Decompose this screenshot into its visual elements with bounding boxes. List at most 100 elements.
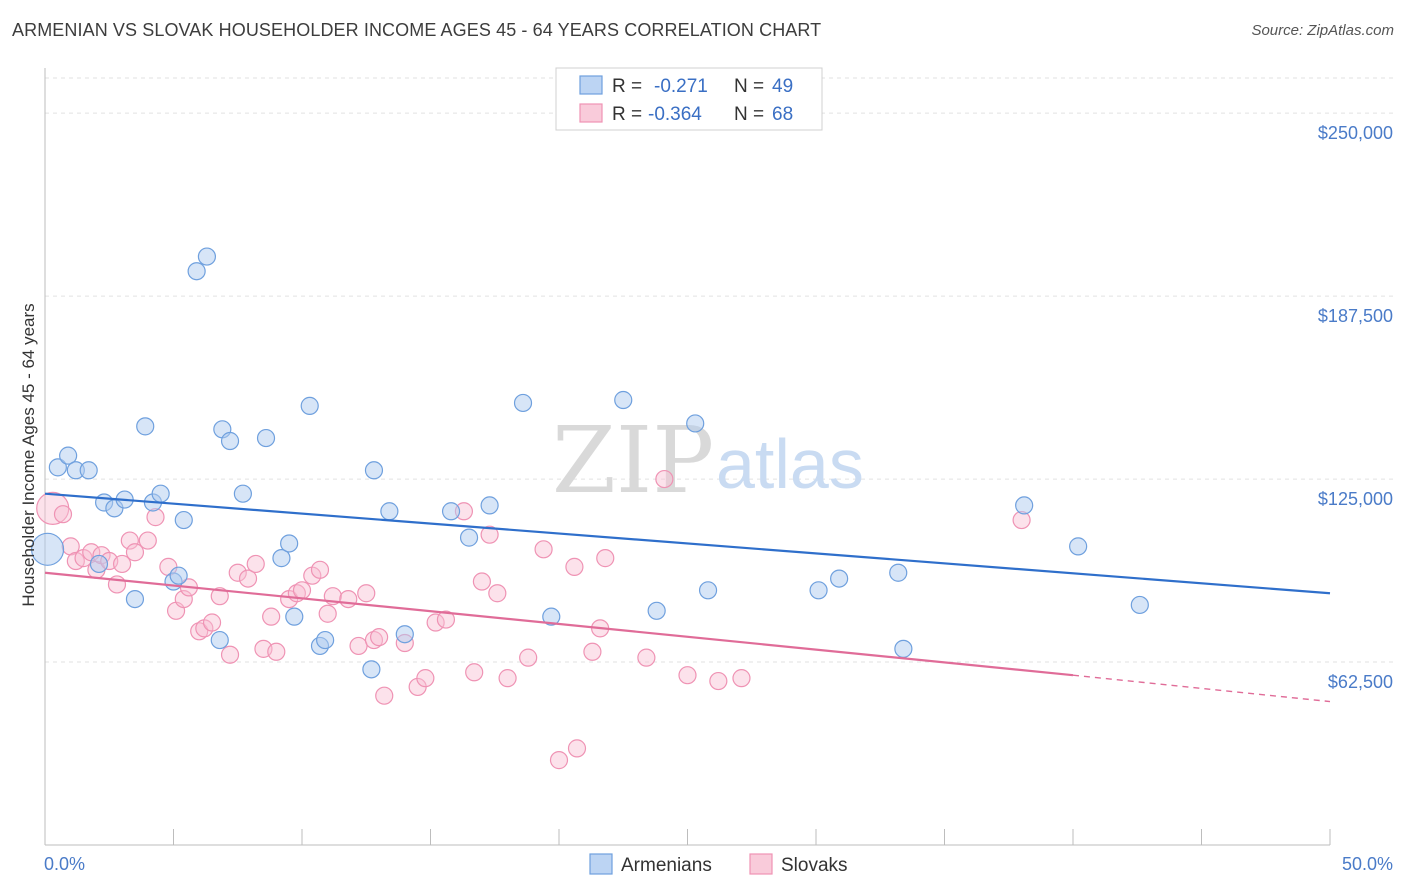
- slovaks-points: [36, 469, 1031, 770]
- armenian-point: [272, 549, 291, 568]
- slovak-point: [174, 589, 193, 609]
- armenian-point: [1130, 595, 1149, 615]
- trend-lines: [44, 492, 1331, 703]
- legend-swatch-slovaks: [579, 103, 603, 123]
- armenian-point: [89, 554, 109, 574]
- series-legend: Armenians Slovaks: [589, 853, 848, 876]
- correlation-legend: R = -0.271 N = 49 R = -0.364 N = 68: [555, 67, 823, 131]
- legend-r-label-2: R =: [612, 104, 642, 125]
- slovak-point: [709, 671, 728, 691]
- armenian-point: [220, 431, 240, 451]
- legend-n-label-1: N =: [734, 76, 764, 97]
- armenian-point: [59, 446, 78, 465]
- slovak-point: [519, 648, 538, 667]
- slovak-point: [375, 686, 394, 705]
- armenian-point: [614, 390, 633, 410]
- slovak-point: [125, 543, 145, 562]
- source-label: Source: ZipAtlas.com: [1251, 22, 1394, 39]
- slovak-point: [220, 645, 240, 664]
- slovak-point: [267, 642, 286, 661]
- slovak-point: [567, 739, 587, 758]
- slovak-point: [364, 630, 384, 650]
- slovak-point: [565, 557, 584, 576]
- armenian-point: [380, 502, 399, 521]
- armenian-point: [256, 428, 276, 448]
- slovak-point: [262, 607, 281, 626]
- armenians-trend-line: [44, 492, 1331, 595]
- legend-r-label-1: R =: [612, 76, 642, 97]
- armenian-point: [513, 393, 533, 413]
- slovak-point: [246, 554, 265, 574]
- slovak-point: [465, 663, 484, 682]
- legend-n-label-2: N =: [734, 104, 764, 125]
- y-tick-label: $250,000: [1318, 123, 1393, 143]
- armenian-point: [210, 630, 229, 650]
- slovak-point: [426, 613, 445, 632]
- armenian-point: [79, 461, 98, 480]
- armenian-point: [809, 581, 828, 600]
- slovak-point: [310, 560, 330, 579]
- slovak-point: [202, 613, 222, 632]
- slovaks-trend-line: [44, 571, 1074, 677]
- slovak-point: [637, 648, 656, 667]
- slovak-point: [292, 581, 312, 600]
- slovak-point: [549, 751, 569, 770]
- slovak-point: [436, 610, 456, 629]
- slovak-point: [534, 540, 553, 559]
- watermark-atlas: atlas: [716, 425, 864, 503]
- armenian-point: [1015, 496, 1034, 515]
- slovak-point: [210, 587, 229, 606]
- axes: [44, 68, 1331, 846]
- y-tick-label: $62,500: [1328, 672, 1393, 692]
- slovak-point: [228, 563, 247, 582]
- slovak-point: [732, 669, 751, 688]
- armenian-point: [151, 484, 170, 503]
- slovak-point: [349, 636, 368, 656]
- armenian-point: [280, 534, 299, 553]
- bottom-legend-slovaks: Slovaks: [781, 855, 848, 876]
- armenian-point: [233, 484, 252, 503]
- armenian-point: [174, 510, 193, 530]
- slovak-point: [357, 584, 376, 603]
- armenian-point: [698, 581, 718, 600]
- bottom-legend-swatch-armenians: [589, 853, 613, 875]
- armenian-point: [169, 566, 188, 585]
- armenian-point: [362, 660, 381, 679]
- slovak-point: [370, 628, 389, 647]
- armenian-point: [300, 396, 319, 415]
- slovak-point: [53, 505, 73, 524]
- slovak-point: [488, 584, 507, 603]
- slovaks-trend-extension: [1072, 674, 1331, 703]
- slovak-point: [190, 622, 209, 641]
- y-tick-label: $125,000: [1318, 489, 1393, 509]
- armenian-point: [889, 563, 908, 582]
- armenian-point: [686, 414, 705, 433]
- armenian-point: [1069, 537, 1088, 556]
- armenians-points: [30, 247, 1149, 679]
- slovak-point: [596, 549, 615, 568]
- slovak-point: [120, 531, 139, 550]
- slovak-point: [583, 642, 602, 661]
- armenian-point: [542, 607, 561, 626]
- legend-r-value-2: -0.364: [648, 104, 702, 125]
- slovak-point: [318, 604, 337, 623]
- armenian-point: [48, 458, 67, 477]
- armenian-point: [395, 625, 414, 644]
- legend-n-value-2: 68: [772, 104, 793, 125]
- armenian-point: [187, 262, 206, 281]
- armenian-point: [459, 528, 479, 547]
- legend-n-value-1: 49: [772, 76, 793, 97]
- x-tick-labels: 0.0% 50.0%: [44, 854, 1393, 874]
- slovak-point: [472, 572, 491, 591]
- slovak-point: [112, 554, 132, 574]
- slovak-point: [238, 569, 258, 588]
- armenian-point: [316, 630, 335, 650]
- slovak-point: [339, 589, 358, 609]
- armenian-point: [830, 569, 849, 588]
- watermark: ZIP atlas: [552, 407, 864, 514]
- y-tick-labels: $62,500 $125,000 $187,500 $250,000: [1318, 123, 1393, 692]
- x-tick-label-start: 0.0%: [44, 854, 85, 874]
- y-tick-label: $187,500: [1318, 306, 1393, 326]
- armenian-point: [285, 607, 304, 626]
